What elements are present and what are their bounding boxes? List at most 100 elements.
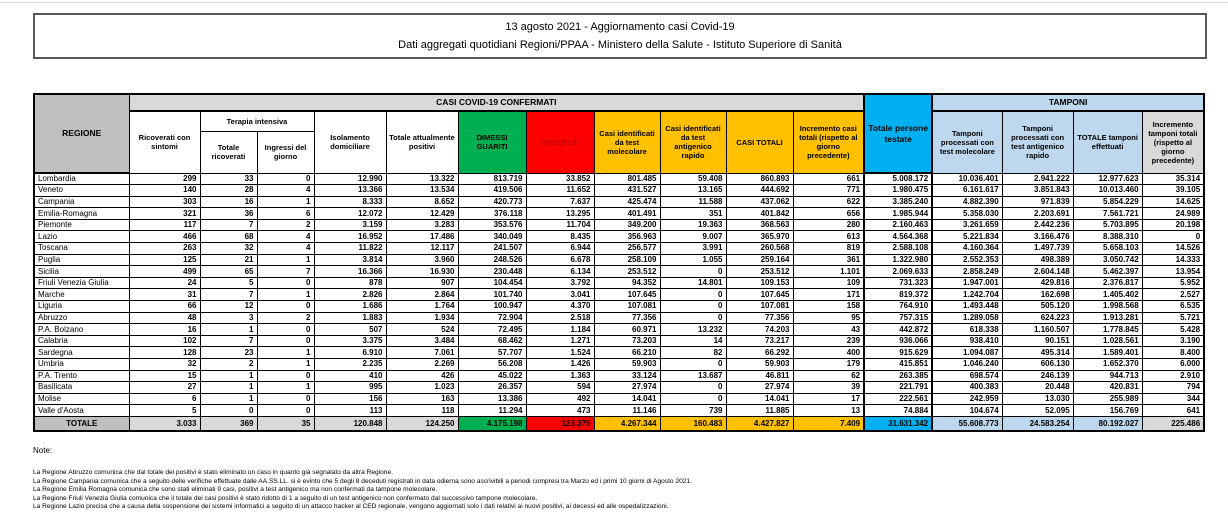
cell-persone-testate: 31.631.342	[863, 415, 934, 432]
cell-casi-test-antigenico: 0	[659, 288, 727, 302]
cell-deceduti: 3.792	[525, 276, 595, 290]
cell-tamponi-antigenico: 1.497.739	[1001, 242, 1074, 255]
cell-persone-testate: 915.629	[863, 346, 934, 359]
cell-casi-test-antigenico: 0	[659, 381, 727, 394]
col-header-dimessi-guariti: DIMESSI GUARITI	[457, 110, 527, 174]
cell-casi-totali: 437.062	[725, 195, 794, 209]
cell-casi-test-molecolare: 59.903	[593, 358, 661, 371]
note-line: La Regione Emilia Romagna comunica che s…	[33, 486, 438, 494]
notes-list: La Regione Abruzzo comunica che dal tota…	[33, 469, 1203, 512]
cell-terapia-totale-ricoverati: 28	[199, 184, 258, 197]
cell-persone-testate: 442.872	[863, 323, 934, 336]
cell-persone-testate: 3.385.240	[863, 195, 934, 209]
cell-isolamento-domiciliare: 16.952	[313, 230, 387, 244]
region-name: Lombardia	[33, 172, 130, 186]
cell-tamponi-molecolare: 5.221.834	[931, 230, 1003, 244]
cell-incremento-tamponi: 3.190	[1141, 334, 1205, 348]
cell-totale-tamponi: 12.977.623	[1072, 172, 1143, 186]
table-row: Toscana 263 32 4 11.822 12.117 241.507 6.944 256…	[33, 242, 1205, 255]
cell-totale-attualmente-positivi: 13.322	[385, 172, 459, 186]
cell-totale-tamponi: 5.462.397	[1072, 265, 1143, 278]
table-row: Puglia 125 21 1 3.814 3.960 248.526 6.678 258.10…	[33, 253, 1205, 267]
cell-incremento-tamponi: 0	[1141, 230, 1205, 244]
cell-casi-test-molecolare: 107.081	[593, 300, 661, 313]
cell-terapia-totale-ricoverati: 1	[199, 369, 258, 383]
window-edge-divider	[0, 2, 1228, 3]
table-row: Lombardia 299 33 0 12.990 13.322 813.719 33.852…	[33, 172, 1205, 186]
cell-casi-test-molecolare: 94.352	[593, 276, 661, 290]
cell-isolamento-domiciliare: 11.822	[313, 242, 387, 255]
cell-incremento-tamponi: 24.989	[1141, 207, 1205, 220]
cell-incremento-casi: 622	[792, 195, 865, 209]
cell-casi-test-molecolare: 60.971	[593, 323, 661, 336]
cell-casi-test-molecolare: 14.041	[593, 392, 661, 406]
cell-totale-tamponi: 1.998.568	[1072, 300, 1143, 313]
cell-deceduti: 1.184	[525, 323, 595, 336]
cell-tamponi-molecolare: 1.242.704	[931, 288, 1003, 302]
cell-tamponi-molecolare: 1.493.448	[931, 300, 1003, 313]
cell-isolamento-domiciliare: 3.814	[313, 253, 387, 267]
notes-label: Note:	[33, 446, 53, 455]
cell-dimessi-guariti: 813.719	[457, 172, 527, 186]
cell-totale-attualmente-positivi: 1.023	[385, 381, 459, 394]
cell-deceduti: 8.435	[525, 230, 595, 244]
cell-totale-tamponi: 1.405.402	[1072, 288, 1143, 302]
cell-isolamento-domiciliare: 6.910	[313, 346, 387, 359]
cell-terapia-totale-ricoverati: 1	[199, 323, 258, 336]
region-name: Toscana	[33, 242, 130, 255]
cell-ricoverati-con-sintomi: 48	[128, 311, 201, 325]
cell-casi-test-molecolare: 349.200	[593, 218, 661, 232]
region-name: Lazio	[33, 230, 130, 244]
col-header-tot-positivi: Totale attualmente positivi	[385, 110, 459, 174]
cell-incremento-tamponi: 14.625	[1141, 195, 1205, 209]
cell-isolamento-domiciliare: 13.366	[313, 184, 387, 197]
cell-deceduti: 594	[525, 381, 595, 394]
cell-incremento-casi: 171	[792, 288, 865, 302]
cell-totale-attualmente-positivi: 17.486	[385, 230, 459, 244]
col-header-casi-totali: CASI TOTALI	[725, 110, 794, 174]
report-title: 13 agosto 2021 - Aggiornamento casi Covi…	[505, 20, 735, 33]
cell-persone-testate: 222.561	[863, 392, 934, 406]
cell-tamponi-antigenico: 24.583.254	[1001, 415, 1074, 432]
cell-casi-test-antigenico: 13.232	[659, 323, 727, 336]
cell-totale-attualmente-positivi: 907	[385, 276, 459, 290]
cell-casi-test-antigenico: 14.801	[659, 276, 727, 290]
cell-tamponi-antigenico: 606.130	[1001, 358, 1074, 371]
cell-casi-test-antigenico: 739	[659, 404, 727, 417]
cell-tamponi-antigenico: 2.604.148	[1001, 265, 1074, 278]
cell-terapia-totale-ricoverati: 16	[199, 195, 258, 209]
cell-ricoverati-con-sintomi: 31	[128, 288, 201, 302]
cell-tamponi-molecolare: 10.036.401	[931, 172, 1003, 186]
col-header-incremento-tamponi: Incremento tamponi totali (rispetto al g…	[1141, 110, 1205, 174]
col-header-casi-antigenico: Casi identificati da test antigenico rap…	[659, 110, 727, 174]
region-name: P.A. Trento	[33, 369, 130, 383]
cell-deceduti: 4.370	[525, 300, 595, 313]
cell-casi-test-molecolare: 33.124	[593, 369, 661, 383]
cell-terapia-totale-ricoverati: 7	[199, 334, 258, 348]
cell-terapia-totale-ricoverati: 12	[199, 300, 258, 313]
note-line: La Regione Abruzzo comunica che dal tota…	[33, 469, 393, 476]
region-name: Emilia-Romagna	[33, 207, 130, 220]
col-header-persone-testate: Totale persone testate	[863, 93, 934, 174]
cell-incremento-tamponi: 14.333	[1141, 253, 1205, 267]
cell-dimessi-guariti: 4.175.198	[457, 415, 527, 432]
cell-tamponi-antigenico: 246.139	[1001, 369, 1074, 383]
cell-totale-tamponi: 255.989	[1072, 392, 1143, 406]
cell-totale-attualmente-positivi: 3.484	[385, 334, 459, 348]
cell-totale-attualmente-positivi: 163	[385, 392, 459, 406]
cell-terapia-totale-ricoverati: 2	[199, 358, 258, 371]
cell-dimessi-guariti: 419.506	[457, 184, 527, 197]
cell-deceduti: 128.379	[525, 415, 595, 432]
cell-totale-tamponi: 10.013.460	[1072, 184, 1143, 197]
cell-tamponi-molecolare: 5.358.030	[931, 207, 1003, 220]
cell-isolamento-domiciliare: 1.686	[313, 300, 387, 313]
cell-persone-testate: 731.323	[863, 276, 934, 290]
cell-incremento-tamponi: 20.198	[1141, 218, 1205, 232]
cell-tamponi-molecolare: 938.410	[931, 334, 1003, 348]
cell-casi-test-molecolare: 258.109	[593, 253, 661, 267]
table-row: Emilia-Romagna 321 36 6 12.072 12.429 376.118 1…	[33, 207, 1205, 220]
region-name: Marche	[33, 288, 130, 302]
cell-terapia-totale-ricoverati: 23	[199, 346, 258, 359]
cell-totale-attualmente-positivi: 124.250	[385, 415, 459, 432]
cell-isolamento-domiciliare: 507	[313, 323, 387, 336]
